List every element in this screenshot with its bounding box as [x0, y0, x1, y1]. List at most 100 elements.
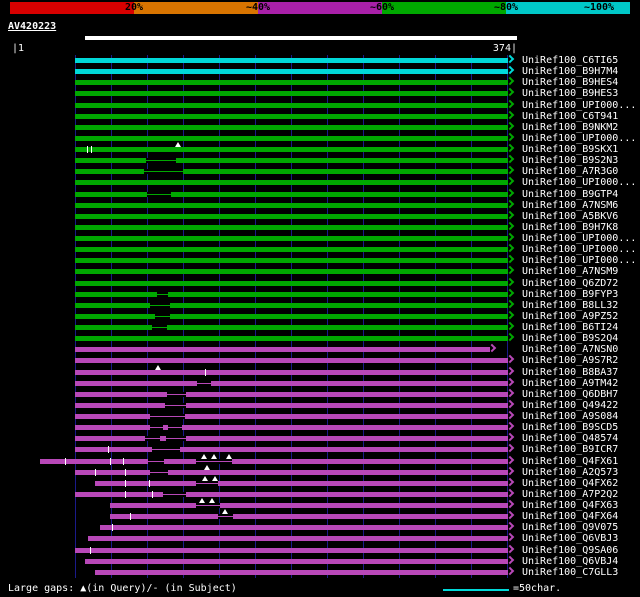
alignment-bar[interactable]: [75, 447, 508, 453]
alignment-bar[interactable]: [75, 58, 508, 63]
alignment-bar[interactable]: [110, 514, 508, 520]
subject-label[interactable]: UniRef100_B9GTP4: [522, 188, 619, 200]
alignment-bar[interactable]: [75, 547, 508, 553]
gap-tick: [87, 146, 88, 154]
alignment-bar[interactable]: [75, 469, 508, 475]
alignment-bar[interactable]: [75, 113, 508, 119]
alignment-bar[interactable]: [75, 91, 508, 97]
subject-label[interactable]: UniRef100_A7NSN0: [522, 344, 619, 356]
alignment-bar[interactable]: [75, 347, 490, 353]
alignment-bar[interactable]: [75, 213, 508, 219]
subject-label[interactable]: UniRef100_B9H7K8: [522, 221, 619, 233]
subject-label[interactable]: UniRef100_B9SKX1: [522, 144, 619, 156]
subject-label[interactable]: UniRef100_B9SCD5: [522, 422, 619, 434]
subject-label[interactable]: UniRef100_B9HES3: [522, 88, 619, 100]
alignment-bar[interactable]: [75, 291, 508, 297]
alignment-bar[interactable]: [75, 280, 508, 286]
alignment-bar[interactable]: [75, 302, 508, 308]
subject-label[interactable]: UniRef100_Q6DBH7: [522, 388, 619, 400]
subject-label[interactable]: UniRef100_Q9V075: [522, 522, 619, 534]
alignment-bar[interactable]: [75, 325, 508, 331]
subject-gap-line: [150, 427, 163, 429]
alignment-bar[interactable]: [75, 158, 508, 164]
subject-label[interactable]: UniRef100_B6TI24: [522, 322, 619, 334]
alignment-bar[interactable]: [75, 180, 508, 186]
subject-label[interactable]: UniRef100_UPI000...: [522, 177, 637, 189]
subject-label[interactable]: UniRef100_C6TI65: [522, 55, 619, 66]
alignment-bar[interactable]: [75, 358, 508, 364]
alignment-bar[interactable]: [75, 436, 508, 442]
alignment-bar[interactable]: [75, 224, 508, 230]
alignment-bar[interactable]: [95, 569, 508, 575]
subject-label[interactable]: UniRef100_Q4FX61: [522, 455, 619, 467]
subject-label[interactable]: UniRef100_A9PZ52: [522, 310, 619, 322]
alignment-bar[interactable]: [75, 414, 508, 420]
subject-label[interactable]: UniRef100_UPI000...: [522, 233, 637, 245]
alignment-bar[interactable]: [75, 369, 508, 375]
subject-label[interactable]: UniRef100_A9TM42: [522, 377, 619, 389]
alignment-bar[interactable]: [75, 69, 508, 75]
subject-label[interactable]: UniRef100_C7GLL3: [522, 566, 619, 578]
alignment-bar[interactable]: [75, 491, 508, 497]
subject-label[interactable]: UniRef100_B9H7M4: [522, 66, 619, 78]
subject-label[interactable]: UniRef100_A7R3G0: [522, 166, 619, 178]
subject-label[interactable]: UniRef100_A9S7R2: [522, 355, 619, 367]
subject-label[interactable]: UniRef100_Q6ZD72: [522, 277, 619, 289]
alignment-bar[interactable]: [75, 191, 508, 197]
subject-label[interactable]: UniRef100_Q4FX62: [522, 477, 619, 489]
subject-label[interactable]: UniRef100_UPI000...: [522, 132, 637, 144]
subject-label[interactable]: UniRef100_A5BKV6: [522, 210, 619, 222]
subject-label[interactable]: UniRef100_Q6VBJ3: [522, 533, 619, 545]
alignment-bar[interactable]: [75, 391, 508, 397]
alignment-bar[interactable]: [75, 102, 508, 108]
subject-label[interactable]: UniRef100_B9S2Q4: [522, 333, 619, 345]
subject-label[interactable]: UniRef100_Q6VBJ4: [522, 555, 619, 567]
alignment-bar[interactable]: [75, 269, 508, 275]
alignment-bar[interactable]: [75, 258, 508, 264]
subject-label[interactable]: UniRef100_Q48574: [522, 433, 619, 445]
gap-tick: [65, 457, 66, 465]
alignment-bar[interactable]: [95, 480, 508, 486]
subject-label[interactable]: UniRef100_A2Q573: [522, 466, 619, 478]
subject-label[interactable]: UniRef100_B9S2N3: [522, 155, 619, 167]
subject-label[interactable]: UniRef100_A7NSM6: [522, 199, 619, 211]
alignment-bar[interactable]: [85, 558, 508, 564]
alignment-bar[interactable]: [110, 503, 508, 509]
query-name[interactable]: AV420223: [8, 21, 57, 32]
alignment-bar[interactable]: [75, 80, 508, 86]
subject-label[interactable]: UniRef100_C6T941: [522, 110, 619, 122]
subject-label[interactable]: UniRef100_UPI000...: [522, 255, 637, 267]
alignment-bar[interactable]: [75, 135, 508, 141]
subject-label[interactable]: UniRef100_B9FYP3: [522, 288, 619, 300]
alignment-bar[interactable]: [75, 169, 508, 175]
alignment-bar[interactable]: [88, 536, 508, 542]
subject-label[interactable]: UniRef100_Q49422: [522, 399, 619, 411]
alignment-bar[interactable]: [75, 313, 508, 319]
alignment-bar[interactable]: [75, 336, 508, 342]
subject-gap-line: [155, 315, 170, 317]
subject-label[interactable]: UniRef100_Q4FX64: [522, 511, 619, 523]
subject-label[interactable]: UniRef100_B8BA37: [522, 366, 619, 378]
alignment-bar[interactable]: [75, 380, 508, 386]
subject-label[interactable]: UniRef100_B9ICR7: [522, 444, 619, 456]
alignment-bar[interactable]: [75, 247, 508, 253]
subject-label[interactable]: UniRef100_B9NKM2: [522, 121, 619, 133]
alignment-bar[interactable]: [75, 425, 508, 431]
subject-label[interactable]: UniRef100_A9S084: [522, 411, 619, 423]
alignment-bar[interactable]: [75, 402, 508, 408]
alignment-bar[interactable]: [75, 124, 508, 130]
alignment-bar[interactable]: [40, 458, 508, 464]
subject-label[interactable]: UniRef100_B8LL32: [522, 299, 619, 311]
subject-label[interactable]: UniRef100_A7P2Q2: [522, 488, 619, 500]
subject-label[interactable]: UniRef100_Q4FX63: [522, 500, 619, 512]
subject-label[interactable]: UniRef100_Q9SA06: [522, 544, 619, 556]
gap-tick: [90, 546, 91, 554]
subject-label[interactable]: UniRef100_A7NSM9: [522, 266, 619, 278]
subject-label[interactable]: UniRef100_B9HES4: [522, 77, 619, 89]
subject-label[interactable]: UniRef100_UPI000...: [522, 99, 637, 111]
subject-label[interactable]: UniRef100_UPI000...: [522, 244, 637, 256]
alignment-bar[interactable]: [75, 147, 508, 153]
alignment-bar[interactable]: [100, 525, 508, 531]
alignment-bar[interactable]: [75, 236, 508, 242]
alignment-bar[interactable]: [75, 202, 508, 208]
